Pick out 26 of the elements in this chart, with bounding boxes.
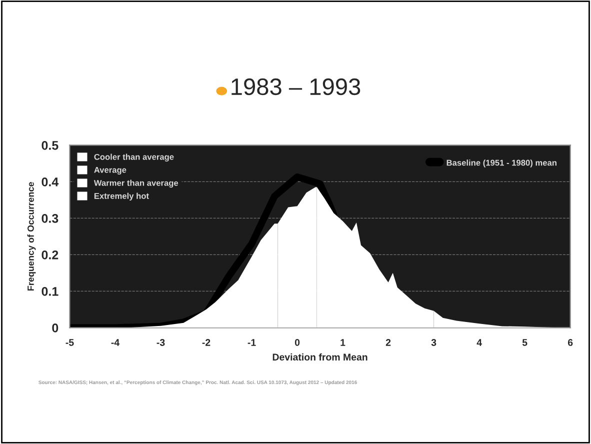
x-tick-label: -1 — [248, 339, 256, 346]
y-tick-label: 0.1 — [42, 286, 58, 296]
y-tick-label: 0 — [52, 323, 58, 332]
y-tick-label: 0.3 — [42, 214, 58, 223]
chart-title: 1983 – 1993 — [232, 78, 360, 96]
x-tick-label: 0 — [294, 339, 300, 346]
y-tick-label: 0.2 — [42, 250, 58, 260]
y-tick-label: 0.4 — [42, 177, 59, 186]
x-tick-label: 6 — [568, 339, 573, 346]
x-tick-label: 5 — [522, 339, 528, 346]
y-tick-label: 0.5 — [42, 140, 58, 150]
x-tick-label: 3 — [431, 339, 436, 346]
x-axis-title: Deviation from Mean — [272, 353, 368, 361]
legend-label: Cooler than average — [94, 154, 174, 162]
x-tick-label: 2 — [386, 339, 391, 346]
legend-label: Average — [94, 167, 126, 175]
legend-label: Baseline (1951 - 1980) mean — [446, 160, 556, 168]
x-tick-label: -2 — [202, 339, 210, 346]
x-tick-label: 4 — [476, 339, 482, 346]
x-tick-label: -3 — [156, 339, 165, 346]
x-tick-label: -4 — [111, 339, 120, 346]
x-tick-label: 1 — [340, 339, 346, 346]
legend-label: Extremely hot — [94, 192, 149, 201]
x-tick-label: -5 — [66, 339, 74, 346]
legend-label: Warmer than average — [94, 180, 178, 188]
y-axis-title: Frequency of Occurrence — [27, 182, 36, 291]
